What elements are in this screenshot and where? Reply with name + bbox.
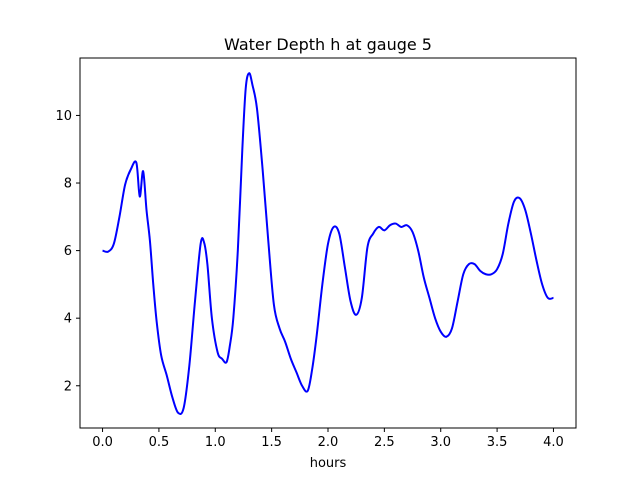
axes-frame xyxy=(79,57,577,429)
x-tick-label: 0.0 xyxy=(92,435,113,450)
y-tick-label: 10 xyxy=(55,109,72,124)
x-tick-label: 3.0 xyxy=(430,435,451,450)
x-tick-label: 0.5 xyxy=(149,435,170,450)
x-tick-label: 2.5 xyxy=(374,435,395,450)
plot-area xyxy=(102,72,554,415)
series-line xyxy=(102,72,554,415)
y-tick-label: 6 xyxy=(64,244,72,259)
x-tick-label: 1.0 xyxy=(205,435,226,450)
x-axis-label: hours xyxy=(310,456,347,471)
y-tick-label: 8 xyxy=(64,177,72,192)
x-axis-ticks: 0.0 0.5 1.0 1.5 2.0 2.5 3.0 3.5 4.0 xyxy=(92,428,564,450)
chart-title: Water Depth h at gauge 5 xyxy=(224,35,432,54)
y-axis-ticks: 2 4 6 8 10 xyxy=(55,109,80,394)
y-tick-label: 4 xyxy=(64,312,72,327)
x-tick-label: 2.0 xyxy=(318,435,339,450)
y-tick-label: 2 xyxy=(64,379,72,394)
x-tick-label: 4.0 xyxy=(543,435,564,450)
x-tick-label: 3.5 xyxy=(487,435,508,450)
x-tick-label: 1.5 xyxy=(261,435,282,450)
